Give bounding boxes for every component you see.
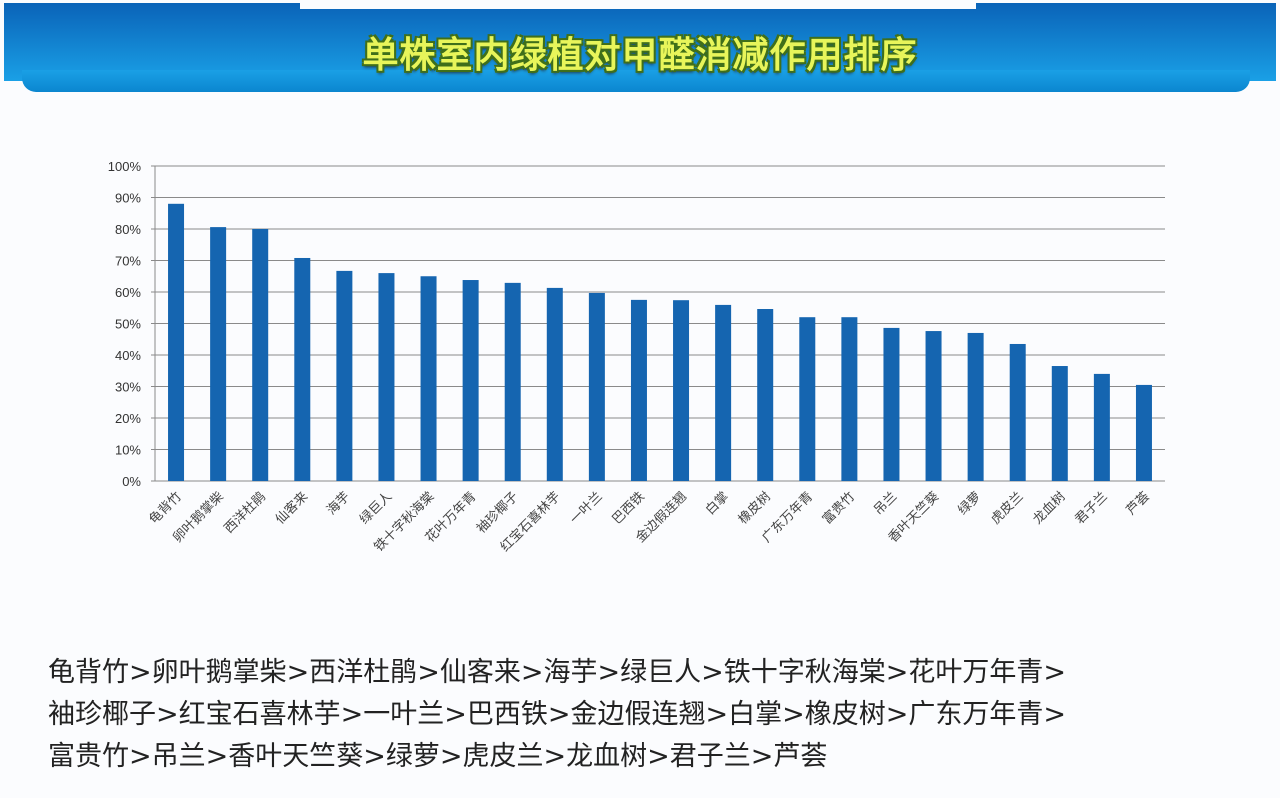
y-tick-label: 30% (115, 380, 141, 395)
bar (462, 280, 479, 481)
bar (168, 203, 185, 482)
ranking-line: 袖珍椰子>红宝石喜林芋>一叶兰>巴西铁>金边假连翘>白掌>橡皮树>广东万年青> (48, 699, 1066, 730)
x-tick-label: 龟背竹 (147, 489, 185, 527)
bar (378, 273, 395, 481)
bar (1135, 384, 1152, 481)
header-banner: 单株室内绿植对甲醛消减作用排序 (0, 0, 1280, 92)
bar (883, 327, 900, 481)
bar (294, 257, 311, 481)
x-tick-label: 吊兰 (871, 489, 900, 518)
ranking-line: 富贵竹>吊兰>香叶天竺葵>绿萝>虎皮兰>龙血树>君子兰>芦荟 (48, 741, 828, 772)
bar (630, 299, 647, 481)
bar (673, 300, 690, 481)
banner-notch (300, 0, 976, 9)
page-title: 单株室内绿植对甲醛消减作用排序 (362, 35, 918, 76)
bar (967, 332, 984, 481)
y-tick-label: 10% (115, 443, 141, 458)
bar (715, 304, 732, 481)
y-tick-label: 0% (122, 474, 141, 489)
y-tick-label: 90% (115, 191, 141, 206)
bar (252, 229, 269, 481)
y-tick-label: 80% (115, 222, 141, 237)
y-tick-label: 50% (115, 317, 141, 332)
bar (799, 317, 816, 481)
y-tick-label: 40% (115, 348, 141, 363)
x-tick-label: 一叶兰 (568, 489, 606, 527)
x-tick-label: 仙客来 (272, 489, 311, 528)
bar (1051, 366, 1068, 481)
y-tick-label: 100% (108, 159, 142, 174)
x-tick-label: 君子兰 (1073, 489, 1111, 527)
x-tick-label: 芦荟 (1124, 489, 1153, 518)
bar (1093, 373, 1110, 481)
x-tick-label: 虎皮兰 (988, 489, 1026, 527)
banner-bottom (22, 70, 1250, 92)
ranking-line: 龟背竹>卵叶鹅掌柴>西洋杜鹃>仙客来>海芋>绿巨人>铁十字秋海棠>花叶万年青> (48, 657, 1066, 688)
bar (336, 270, 353, 481)
x-tick-label: 白掌 (702, 489, 732, 519)
y-tick-label: 20% (115, 411, 141, 426)
x-tick-label: 橡皮树 (736, 489, 774, 527)
bar (757, 309, 774, 481)
ranking-text: 龟背竹>卵叶鹅掌柴>西洋杜鹃>仙客来>海芋>绿巨人>铁十字秋海棠>花叶万年青> … (48, 652, 1268, 778)
y-tick-label: 70% (115, 254, 141, 269)
x-tick-label: 龙血树 (1030, 489, 1068, 527)
x-tick-label: 海芋 (324, 489, 353, 518)
bar-chart: 0%10%20%30%40%50%60%70%80%90%100%龟背竹卵叶鹅掌… (108, 159, 1165, 555)
bar (504, 282, 521, 481)
bar (420, 276, 437, 481)
bar (210, 227, 227, 481)
bar (546, 287, 563, 481)
y-tick-label: 60% (115, 285, 141, 300)
banner-background (4, 3, 1276, 81)
x-tick-label: 绿巨人 (357, 489, 395, 527)
x-tick-label: 绿萝 (955, 489, 984, 518)
bar (588, 292, 605, 481)
x-tick-label: 富贵竹 (819, 489, 858, 528)
x-tick-label: 西洋杜鹃 (221, 489, 269, 537)
bar (925, 331, 942, 481)
x-tick-label: 巴西铁 (610, 489, 648, 527)
bar (841, 317, 858, 481)
bar (1009, 343, 1026, 481)
